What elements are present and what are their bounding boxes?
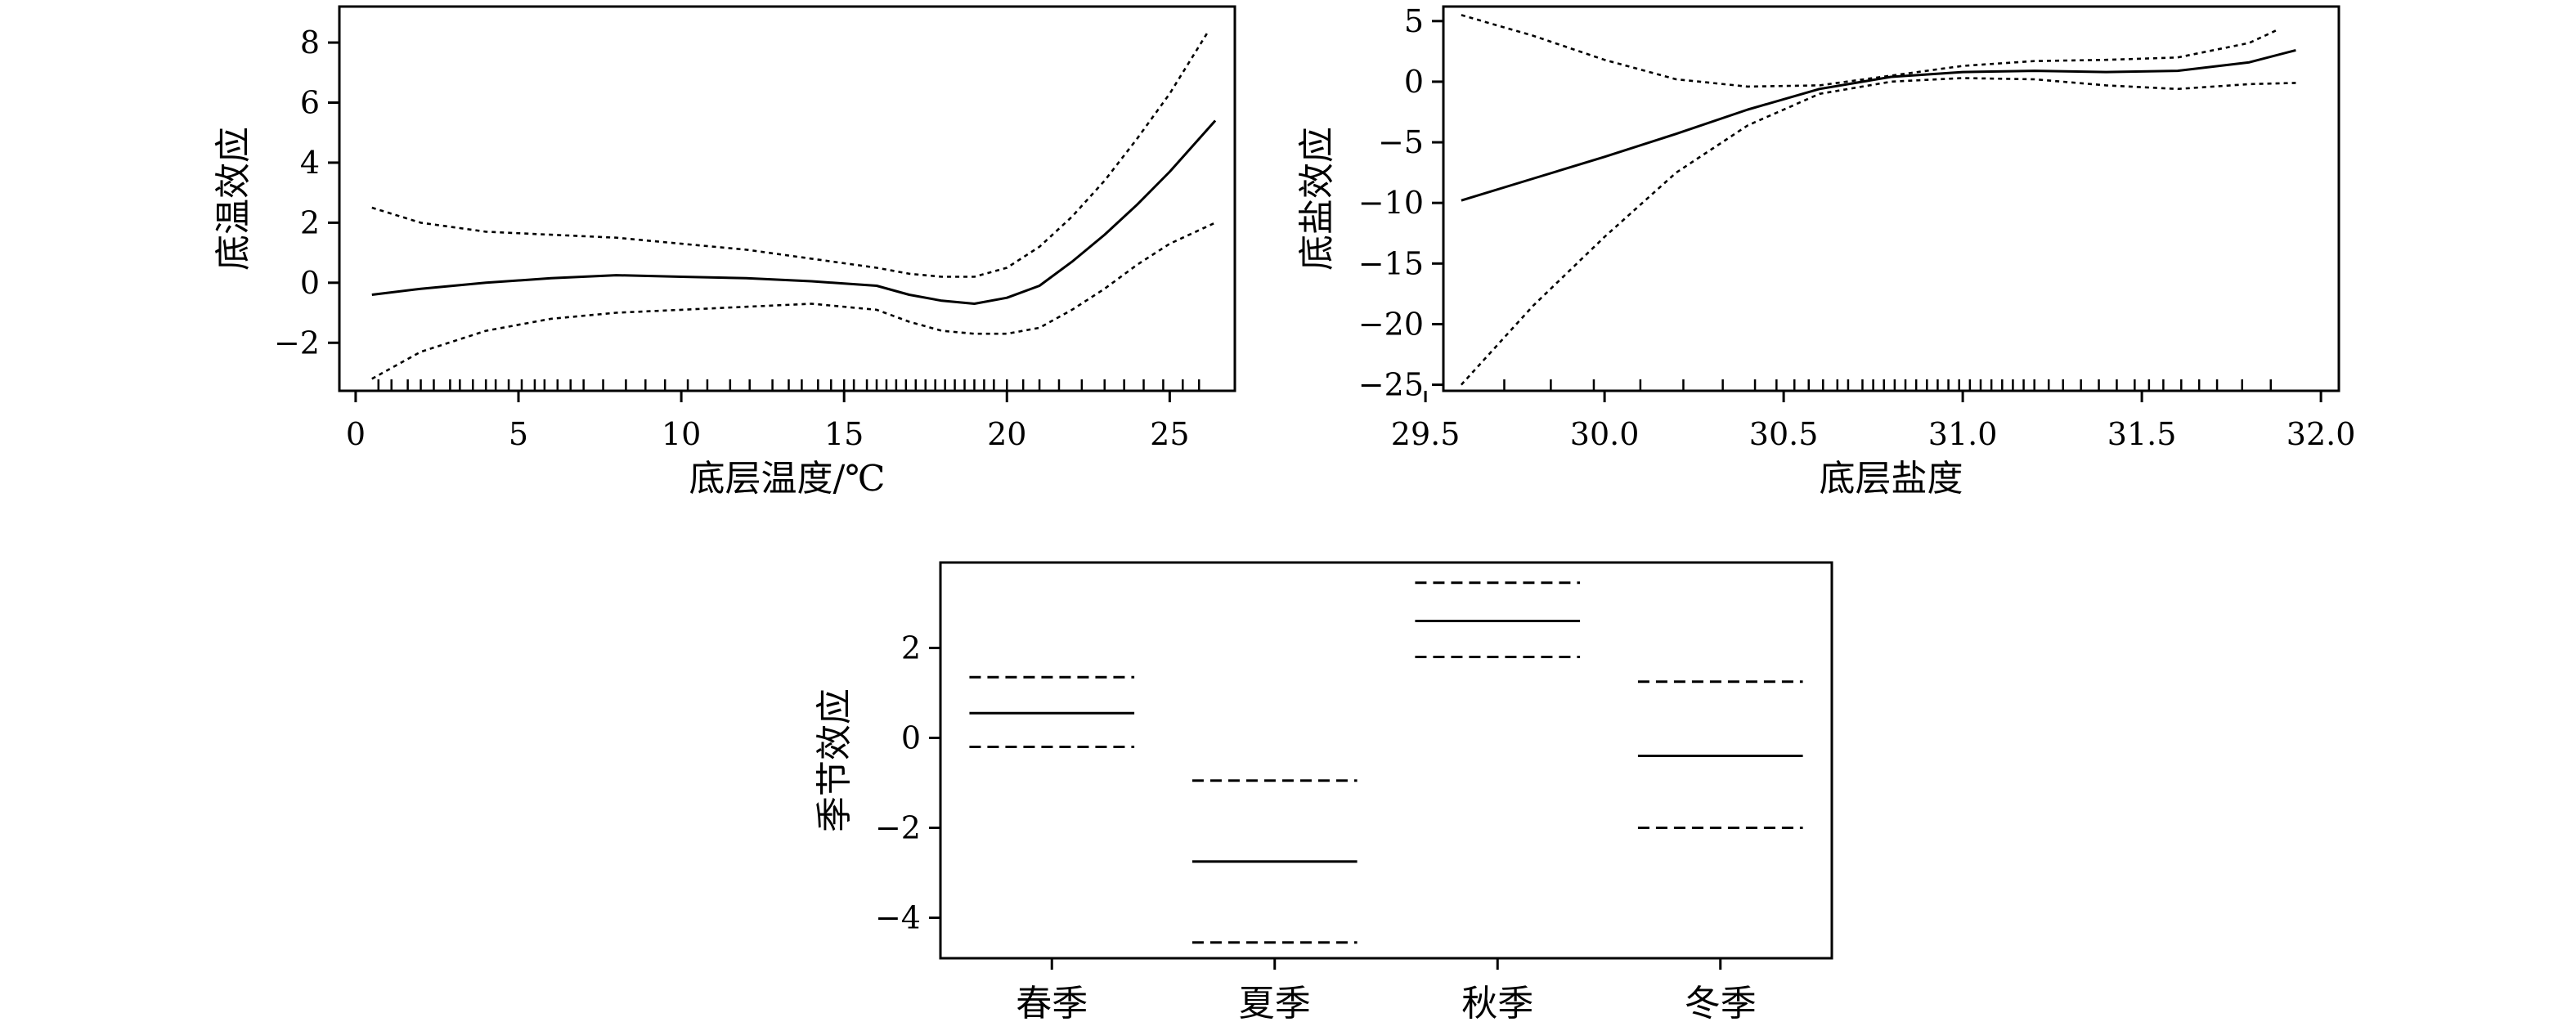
y-tick-label: −15 bbox=[1358, 245, 1424, 281]
confidence-band-line bbox=[1460, 77, 2296, 386]
x-tick-label: 32.0 bbox=[2287, 416, 2356, 452]
y-tick-label: −5 bbox=[1378, 124, 1424, 160]
y-tick-label: 5 bbox=[1404, 3, 1424, 39]
y-tick-label: 0 bbox=[1404, 64, 1424, 100]
y-tick-label: −2 bbox=[875, 810, 921, 846]
y-axis-title: 底温效应 bbox=[213, 127, 254, 271]
y-tick-label: 0 bbox=[300, 265, 320, 301]
chart-panel-2: −25 −20 −15 −10 −5 0 5 底盐效应 29.5 30.0 30.5 31.0 31.5… bbox=[1296, 3, 2355, 500]
y-tick-label: −25 bbox=[1358, 367, 1424, 403]
y-tick-label: 8 bbox=[300, 25, 320, 61]
x-tick-label: 31.5 bbox=[2107, 416, 2177, 452]
y-axis-title: 底盐效应 bbox=[1296, 127, 1338, 271]
plot-frame bbox=[939, 561, 1833, 960]
y-tick-label: −20 bbox=[1358, 306, 1424, 342]
y-tick-label: 4 bbox=[300, 145, 320, 181]
plot-frame bbox=[1442, 5, 2340, 392]
x-tick-label: 10 bbox=[662, 416, 701, 452]
x-axis-title: 底层温度/℃ bbox=[689, 458, 885, 500]
x-axis-title: 底层盐度 bbox=[1820, 458, 1963, 500]
season-label: 冬季 bbox=[1685, 983, 1757, 1022]
y-tick-label: 2 bbox=[300, 204, 320, 240]
y-tick-label: −10 bbox=[1358, 185, 1424, 221]
x-tick-label: 29.5 bbox=[1391, 416, 1461, 452]
season-label: 秋季 bbox=[1461, 983, 1533, 1022]
y-axis-title: 季节效应 bbox=[814, 688, 855, 832]
x-tick-label: 15 bbox=[824, 416, 864, 452]
confidence-band-line bbox=[371, 29, 1210, 278]
x-tick-label: 5 bbox=[509, 416, 528, 452]
x-tick-label: 30.0 bbox=[1570, 416, 1640, 452]
confidence-band-line bbox=[1461, 14, 2279, 88]
x-tick-label: 25 bbox=[1150, 416, 1189, 452]
x-tick-label: 20 bbox=[987, 416, 1026, 452]
smooth-effect-line bbox=[1461, 48, 2296, 202]
x-tick-label: 0 bbox=[346, 416, 366, 452]
y-tick-label: −4 bbox=[875, 900, 921, 936]
x-tick-label: 30.5 bbox=[1749, 416, 1819, 452]
chart-panel-1: −2 0 2 4 6 8 底温效应 0 5 10 15 20 25 底层温度/℃ bbox=[213, 5, 1236, 500]
season-label: 春季 bbox=[1016, 983, 1088, 1022]
smooth-effect-line bbox=[371, 119, 1217, 305]
y-tick-label: 0 bbox=[901, 720, 921, 756]
y-tick-label: 2 bbox=[901, 630, 921, 666]
season-label: 夏季 bbox=[1239, 983, 1311, 1022]
plot-frame bbox=[338, 5, 1236, 392]
confidence-band-line bbox=[371, 222, 1216, 380]
y-tick-label: −2 bbox=[274, 325, 320, 361]
x-tick-label: 31.0 bbox=[1928, 416, 1998, 452]
y-tick-label: 6 bbox=[300, 85, 320, 121]
